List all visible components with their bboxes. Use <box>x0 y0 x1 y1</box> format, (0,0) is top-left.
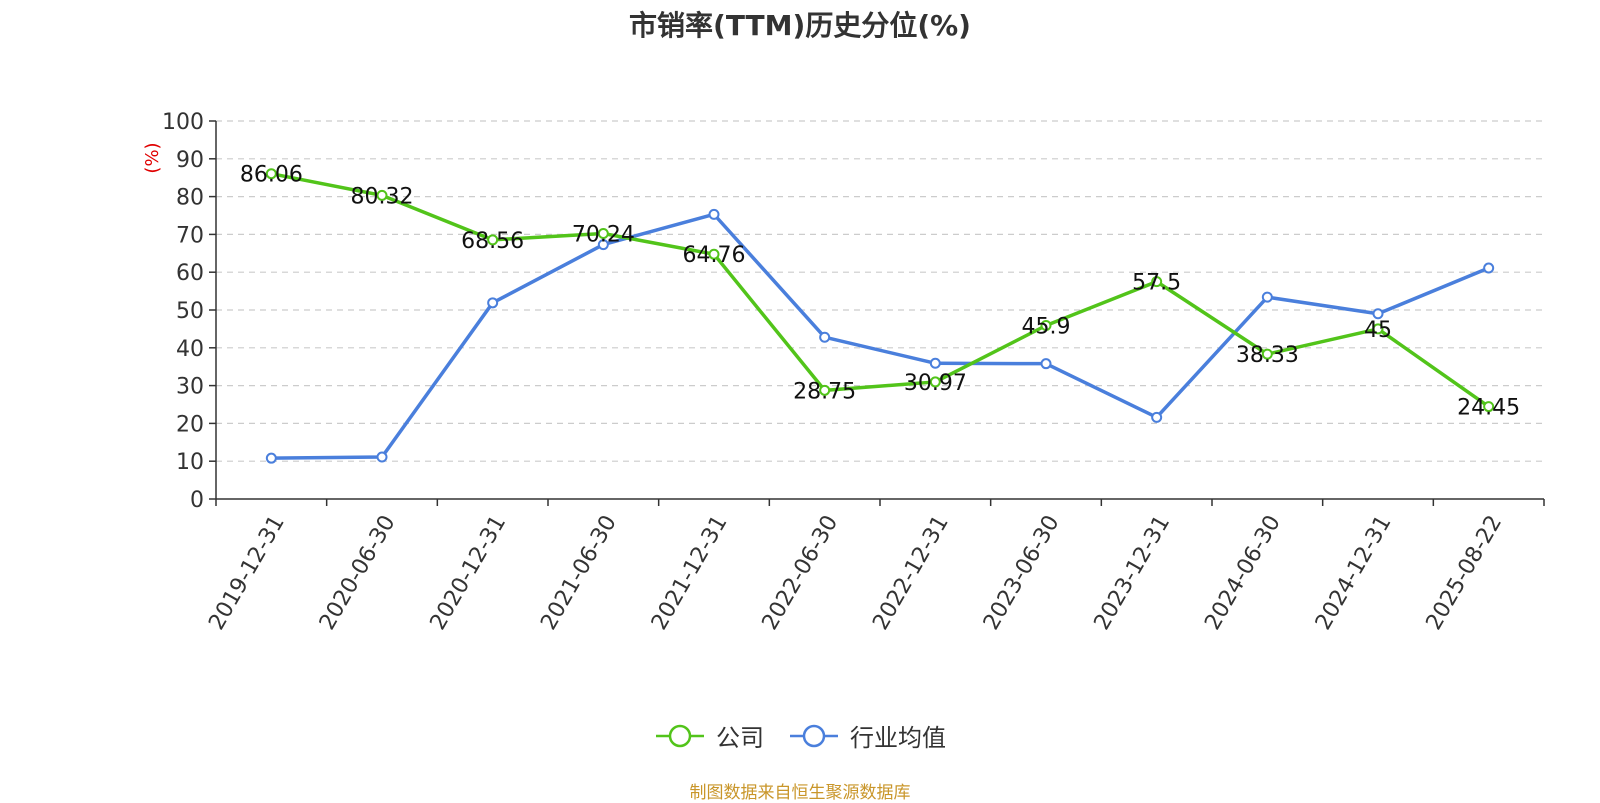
series-0-point <box>1040 319 1052 331</box>
data-label: 80.32 <box>351 184 414 209</box>
x-tick-label: 2023-06-30 <box>979 511 1065 634</box>
y-tick-label: 10 <box>176 450 204 475</box>
y-tick-label: 50 <box>176 299 204 324</box>
series-0-point <box>1261 348 1273 360</box>
data-label: 24.45 <box>1457 396 1520 421</box>
legend-label: 公司 <box>716 724 764 752</box>
y-axis-unit: (%) <box>142 142 163 173</box>
x-tick-label: 2024-12-31 <box>1311 511 1397 634</box>
data-label: 86.06 <box>240 163 303 188</box>
series-1-point <box>487 297 499 309</box>
data-label: 28.75 <box>793 379 856 404</box>
data-label: 38.33 <box>1236 343 1299 368</box>
data-label: 70.24 <box>572 222 635 247</box>
y-axis-ticks: 0 10 20 30 40 50 60 70 80 90 100 <box>162 110 216 513</box>
series-line-1 <box>271 212 1490 460</box>
legend-swatch-icon <box>790 724 838 747</box>
series-layer <box>265 168 1495 464</box>
y-tick-label: 0 <box>190 488 204 513</box>
series-0-point <box>1483 401 1495 413</box>
y-tick-label: 90 <box>176 148 204 173</box>
chart-title: 市销率(TTM)历史分位(%) <box>629 9 971 42</box>
series-0-point <box>708 248 720 260</box>
x-tick-label: 2024-06-30 <box>1200 511 1286 634</box>
series-0-point <box>1372 323 1384 335</box>
data-label: 45.9 <box>1022 314 1071 339</box>
legend-swatch-circle <box>802 724 826 747</box>
x-tick-label: 2019-12-31 <box>204 511 290 634</box>
x-tick-label: 2022-12-31 <box>868 511 954 634</box>
series-1-point <box>265 452 277 464</box>
x-tick-label: 2020-06-30 <box>315 511 401 634</box>
source-note: 制图数据来自恒生聚源数据库 <box>689 783 911 803</box>
series-0-point <box>929 376 941 388</box>
series-1-point <box>1151 411 1163 423</box>
legend-item-1[interactable]: 行业均值 <box>788 718 946 753</box>
y-tick-label: 70 <box>176 223 204 248</box>
series-1-point <box>1483 262 1495 274</box>
series-1-point <box>708 208 720 220</box>
x-tick-label: 2022-06-30 <box>758 511 844 634</box>
y-tick-label: 20 <box>176 412 204 437</box>
series-1-point <box>929 357 941 369</box>
y-tick-label: 60 <box>176 261 204 286</box>
series-1-point <box>1040 358 1052 370</box>
legend: 公司 行业均值 <box>0 718 1600 753</box>
x-tick-label: 2023-12-31 <box>1090 511 1176 634</box>
legend-swatch-circle <box>668 724 692 747</box>
line-chart: 0 10 20 30 40 50 60 70 80 90 100 2019-12-31 2020-06… <box>142 110 1545 634</box>
data-label: 45 <box>1364 318 1392 343</box>
legend-swatch-icon <box>656 724 704 747</box>
series-0-point <box>819 384 831 396</box>
y-tick-label: 30 <box>176 375 204 400</box>
data-label: 30.97 <box>904 371 967 396</box>
series-0-point <box>487 234 499 246</box>
series-0-point <box>1151 276 1163 288</box>
x-axis-ticks: 2019-12-31 2020-06-30 2020-12-31 2021-06-30… <box>204 499 1545 634</box>
y-tick-label: 40 <box>176 337 204 362</box>
series-0-point <box>376 189 388 201</box>
series-line-0 <box>270 171 1490 409</box>
series-0-point <box>265 168 277 180</box>
x-tick-label: 2021-06-30 <box>536 511 622 634</box>
x-tick-label: 2021-12-31 <box>647 511 733 634</box>
legend-label: 行业均值 <box>850 724 946 752</box>
series-0-point <box>597 227 609 239</box>
series-1-point <box>597 239 609 251</box>
series-1-point <box>819 331 831 343</box>
data-label: 57.5 <box>1132 271 1181 296</box>
series-1-point <box>376 451 388 463</box>
y-tick-label: 100 <box>162 110 204 135</box>
x-tick-label: 2020-12-31 <box>426 511 512 634</box>
grid-lines <box>216 120 1544 462</box>
x-tick-label: 2025-08-22 <box>1422 511 1508 634</box>
y-tick-label: 80 <box>176 186 204 211</box>
data-label: 64.76 <box>683 243 746 268</box>
data-labels: 86.06 80.32 68.56 70.24 64.76 28.75 30.97 45.9 5… <box>240 163 1520 421</box>
data-label: 68.56 <box>461 229 524 254</box>
legend-item-0[interactable]: 公司 <box>654 718 764 753</box>
series-1-point <box>1372 308 1384 320</box>
series-1-point <box>1261 291 1273 303</box>
